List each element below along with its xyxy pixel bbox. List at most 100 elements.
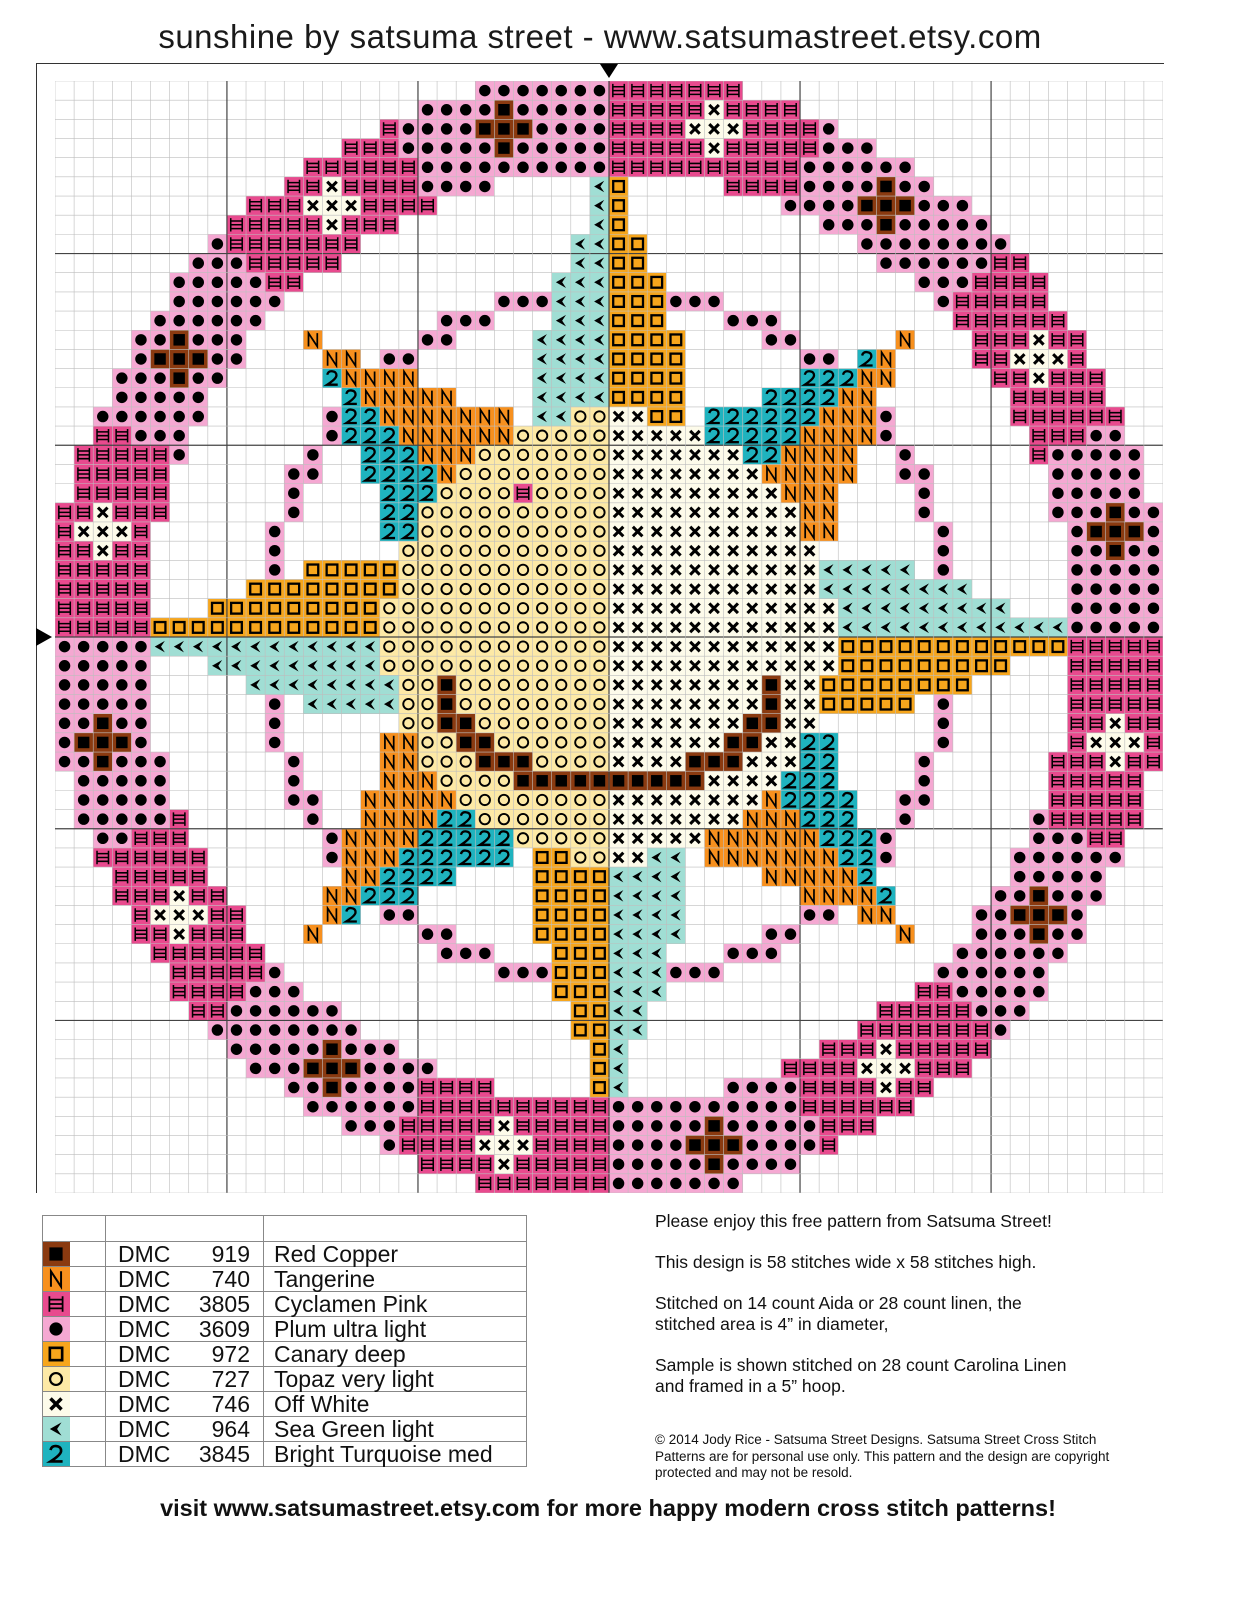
stitch-open-square [933, 637, 953, 657]
stitch-filled-circle [303, 1077, 323, 1098]
stitch-h-bars [93, 579, 113, 599]
legend-row: DMC 3845 Bright Turquoise med [42, 1441, 527, 1467]
stitch-filled-circle [494, 157, 514, 177]
stitch-open-circle [494, 790, 514, 810]
stitch-digit-2 [379, 867, 399, 887]
stitch-filled-circle [360, 1077, 380, 1098]
stitch-letter-n [857, 886, 877, 906]
stitch-left-arrow [207, 656, 227, 676]
stitch-open-circle [532, 445, 552, 465]
stitch-open-circle [589, 828, 609, 848]
stitch-open-circle [417, 560, 438, 580]
stitch-filled-circle [628, 1173, 648, 1193]
stitch-letter-n [379, 809, 399, 829]
stitch-filled-square [666, 771, 686, 791]
stitch-open-circle [475, 694, 495, 714]
stitch-cross [761, 560, 781, 580]
stitch-left-arrow [570, 291, 590, 312]
stitch-h-bars [1048, 426, 1068, 446]
stitch-filled-circle [437, 100, 457, 120]
stitch-letter-n [819, 445, 839, 465]
stitch-open-square [1029, 637, 1049, 657]
stitch-filled-circle [284, 1039, 304, 1059]
stitch-h-bars [1067, 790, 1087, 810]
stitch-left-arrow [628, 1020, 648, 1040]
stitch-left-arrow [532, 368, 552, 388]
stitch-h-bars [800, 138, 820, 158]
stitch-cross [685, 713, 705, 733]
stitch-digit-2 [379, 502, 399, 522]
stitch-filled-circle [150, 311, 170, 331]
stitch-filled-circle [284, 982, 304, 1002]
stitch-open-circle [589, 675, 609, 695]
stitch-h-bars [1105, 675, 1125, 695]
stitch-cross [666, 675, 686, 695]
stitch-filled-circle [1124, 541, 1144, 561]
stitch-h-bars [437, 1077, 457, 1098]
stitch-open-square [609, 176, 629, 197]
stitch-left-arrow [609, 1058, 629, 1078]
stitch-h-bars [131, 521, 151, 542]
stitch-cross [628, 828, 648, 848]
stitch-open-circle [551, 694, 571, 714]
stitch-left-arrow [589, 234, 609, 254]
stitch-left-arrow [609, 1077, 629, 1098]
stitch-filled-circle [150, 752, 170, 772]
stitch-cross [647, 521, 667, 542]
stitch-h-bars [1086, 406, 1106, 427]
stitch-letter-n [838, 387, 858, 407]
stitch-h-bars [1086, 637, 1106, 657]
stitch-open-circle [437, 560, 457, 580]
stitch-open-circle [494, 617, 514, 637]
stitch-open-circle [513, 637, 533, 657]
stitch-filled-square [93, 752, 113, 772]
stitch-open-circle [513, 713, 533, 733]
stitch-h-bars [1105, 809, 1125, 829]
stitch-h-bars [1086, 675, 1106, 695]
stitch-h-bars [379, 176, 399, 197]
stitch-letter-n [857, 387, 877, 407]
stitch-letter-n [494, 426, 514, 446]
stitch-h-bars [971, 272, 992, 292]
stitch-cross [647, 541, 667, 561]
thread-brand: DMC [118, 1266, 171, 1292]
stitch-open-circle [570, 790, 590, 810]
stitch-open-circle [494, 579, 514, 599]
stitch-h-bars [761, 157, 781, 177]
stitch-cross [742, 675, 762, 695]
stitch-cross [761, 483, 781, 503]
stitch-cross [609, 847, 629, 868]
stitch-letter-n [456, 426, 476, 446]
stitch-h-bars [551, 1135, 571, 1155]
stitch-h-bars [742, 157, 762, 177]
stitch-cross [685, 617, 705, 637]
stitch-letter-n [800, 828, 820, 848]
stitch-filled-square [761, 713, 781, 733]
footer-link-text: visit www.satsumastreet.etsy.com for mor… [160, 1495, 1056, 1521]
stitch-filled-circle [933, 521, 953, 542]
stitch-h-bars [341, 138, 361, 158]
stitch-filled-square [1048, 905, 1068, 925]
stitch-filled-square [303, 1058, 323, 1078]
stitch-cross [609, 790, 629, 810]
stitch-open-square [609, 311, 629, 331]
stitch-filled-circle [589, 100, 609, 120]
thread-name: Topaz very light [263, 1366, 527, 1392]
stitch-left-arrow [838, 560, 858, 580]
stitch-open-circle [551, 828, 571, 848]
stitch-open-circle [437, 637, 457, 657]
stitch-h-bars [265, 253, 285, 273]
stitch-cross [628, 426, 648, 446]
stitch-h-bars [341, 157, 361, 177]
stitch-digit-2 [417, 464, 438, 484]
stitch-cross [666, 464, 686, 484]
stitch-open-circle [456, 771, 476, 791]
stitch-filled-circle [74, 675, 94, 695]
swatch-filled-square-icon [42, 1241, 106, 1267]
thread-number: 3805 [198, 1291, 250, 1317]
stitch-open-square [169, 617, 189, 637]
stitch-h-bars [284, 253, 304, 273]
stitch-filled-circle [1124, 598, 1144, 618]
stitch-h-bars [226, 215, 247, 235]
info-intro: Please enjoy this free pattern from Sats… [655, 1211, 1052, 1231]
